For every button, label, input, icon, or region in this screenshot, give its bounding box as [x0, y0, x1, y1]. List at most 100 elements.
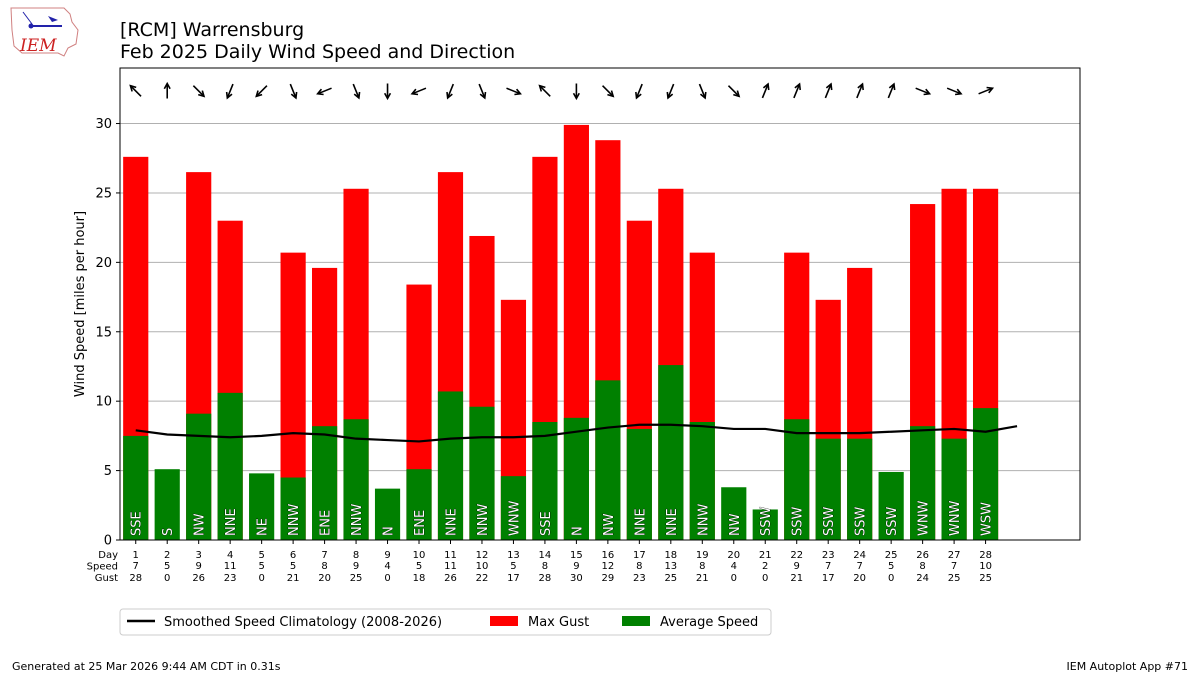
wind-arrow-icon: [856, 82, 864, 99]
direction-label: SSW: [759, 506, 774, 536]
speed-label: 12: [602, 561, 615, 572]
wind-arrow-icon: [289, 83, 298, 100]
average-bar: [532, 422, 558, 540]
gust-label: 25: [979, 573, 992, 584]
direction-label: NNW: [287, 504, 302, 536]
wind-arrow-head: [316, 88, 324, 96]
chart-title: [RCM] Warrensburg: [120, 19, 304, 41]
day-label: 3: [196, 550, 202, 561]
gust-label: 0: [258, 573, 264, 584]
legend-frame: [119, 608, 772, 636]
wind-arrow-shaft: [727, 85, 740, 97]
speed-label: 7: [951, 561, 957, 572]
speed-label: 11: [224, 561, 237, 572]
wind-arrow-icon: [572, 83, 580, 101]
average-bar: [280, 477, 306, 540]
wind-arrow-icon: [978, 86, 995, 95]
y-tick-label: 15: [95, 325, 112, 340]
direction-label: SSW: [885, 506, 900, 536]
direction-label: SSW: [854, 506, 869, 536]
direction-label: NNW: [350, 504, 365, 536]
wind-arrow-shaft: [478, 83, 486, 99]
day-label: 10: [413, 550, 426, 561]
wind-arrow-icon: [446, 83, 455, 100]
legend-gust-swatch: [490, 616, 518, 626]
average-bar: [689, 422, 715, 540]
direction-label: NNE: [633, 508, 648, 536]
bars: [123, 124, 999, 541]
wind-arrow-head: [954, 88, 963, 96]
direction-label: SSE: [130, 511, 145, 536]
wind-arrow-head: [479, 91, 487, 100]
wind-arrow-shaft: [192, 85, 205, 97]
direction-label: NNE: [665, 508, 680, 536]
wind-arrow-head: [666, 91, 674, 100]
speed-label: 9: [196, 561, 202, 572]
speed-label: 7: [825, 561, 831, 572]
y-tick-label: 0: [104, 534, 112, 549]
iem-logo-text: IEM: [19, 36, 57, 56]
wind-arrow-head: [446, 91, 453, 100]
direction-label: WNW: [507, 500, 522, 536]
wind-arrow-icon: [887, 82, 896, 99]
wind-arrow-shaft: [761, 83, 769, 99]
speed-label: 11: [444, 561, 457, 572]
direction-label: WNW: [948, 500, 963, 536]
day-label: 27: [948, 550, 961, 561]
wind-arrow-head: [538, 84, 546, 92]
speed-label: 7: [133, 561, 139, 572]
direction-label: NNE: [224, 508, 239, 536]
average-bar: [249, 473, 275, 540]
gust-label: 17: [822, 573, 835, 584]
row-label: Gust: [95, 573, 118, 584]
wind-arrow-icon: [478, 83, 487, 100]
average-bar: [595, 380, 621, 540]
direction-label: WSW: [980, 502, 995, 536]
gust-label: 30: [570, 573, 583, 584]
speed-label: 5: [888, 561, 894, 572]
wind-arrow-icon: [727, 85, 741, 98]
wind-arrow-head: [383, 92, 392, 101]
day-label: 18: [664, 550, 677, 561]
wind-arrow-shaft: [129, 85, 142, 97]
wind-arrow-icon: [946, 87, 963, 96]
plot-frame: [119, 67, 1081, 541]
gust-label: 20: [853, 573, 866, 584]
average-bar: [847, 438, 873, 540]
speed-label: 8: [919, 561, 925, 572]
day-label: 22: [790, 550, 803, 561]
direction-label: WNW: [917, 500, 932, 536]
speed-label: 5: [258, 561, 264, 572]
wind-arrow-icon: [915, 87, 932, 96]
gust-label: 25: [948, 573, 961, 584]
y-tick-label: 10: [95, 395, 112, 410]
wind-arrow-icon: [192, 85, 206, 98]
speed-label: 10: [476, 561, 489, 572]
wind-arrows: [129, 81, 995, 101]
climatology-layer: [135, 423, 1018, 443]
wind-arrow-shaft: [352, 83, 360, 99]
wind-arrow-shaft: [506, 87, 521, 95]
wind-arrow-shaft: [446, 83, 455, 99]
day-label: 28: [979, 550, 992, 561]
direction-label: NNW: [476, 504, 491, 536]
day-label: 5: [258, 550, 264, 561]
gust-label: 0: [762, 573, 768, 584]
wind-arrow-icon: [383, 83, 392, 101]
average-bar: [658, 365, 684, 540]
speed-label: 8: [542, 561, 548, 572]
axes: 0510152025301728250392641123550652178208…: [87, 117, 992, 584]
legend-gust-label: Max Gust: [528, 615, 589, 630]
wind-arrow-shaft: [978, 87, 993, 95]
wind-arrow-shaft: [667, 83, 675, 99]
day-label: 23: [822, 550, 835, 561]
gust-label: 21: [287, 573, 300, 584]
speed-label: 9: [353, 561, 359, 572]
gust-label: 20: [318, 573, 331, 584]
wind-arrow-icon: [761, 82, 770, 99]
average-bar: [217, 392, 243, 540]
speed-label: 8: [636, 561, 642, 572]
gust-label: 21: [790, 573, 803, 584]
average-bar: [374, 488, 401, 540]
wind-arrow-shaft: [946, 87, 962, 95]
